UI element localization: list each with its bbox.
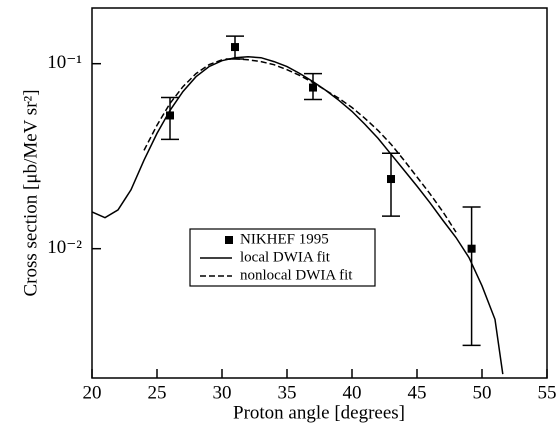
data-point xyxy=(387,175,395,184)
y-tick-label: 10⁻¹ xyxy=(47,52,82,73)
data-point xyxy=(467,244,476,253)
data-point xyxy=(309,83,317,92)
y-axis-label: Cross section [μb/MeV sr²] xyxy=(20,89,41,296)
fit-line xyxy=(91,56,504,375)
x-tick-label: 20 xyxy=(83,382,102,403)
x-tick-label: 55 xyxy=(538,382,557,403)
legend-label: local DWIA fit xyxy=(240,249,331,265)
legend-marker xyxy=(225,236,233,244)
x-tick-label: 25 xyxy=(148,382,167,403)
x-axis-label: Proton angle [degrees] xyxy=(233,402,405,423)
x-tick-label: 45 xyxy=(408,382,427,403)
x-tick-label: 30 xyxy=(213,382,232,403)
x-tick-label: 35 xyxy=(278,382,297,403)
legend-box xyxy=(189,228,376,287)
legend-label: NIKHEF 1995 xyxy=(240,231,329,247)
y-tick-label: 10⁻² xyxy=(47,237,82,258)
data-point xyxy=(231,43,239,52)
data-point xyxy=(166,111,174,120)
x-tick-label: 40 xyxy=(343,382,362,403)
fit-line xyxy=(143,57,457,233)
x-tick-label: 50 xyxy=(473,382,492,403)
plot-frame xyxy=(91,7,548,379)
legend-label: nonlocal DWIA fit xyxy=(240,267,353,283)
